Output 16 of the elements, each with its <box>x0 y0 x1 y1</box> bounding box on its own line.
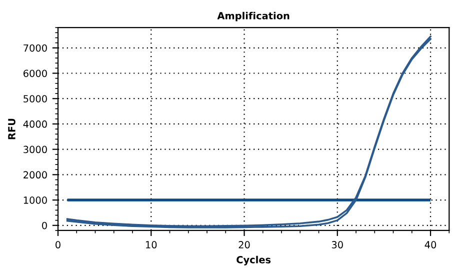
y-tick-label: 6000 <box>24 70 47 78</box>
x-tick-label: 40 <box>424 241 436 248</box>
y-tick-label: 5000 <box>24 95 47 102</box>
x-tick-label: 10 <box>146 241 157 248</box>
x-axis-title: Cycles <box>236 256 271 266</box>
y-tick-label: 4000 <box>23 120 47 128</box>
y-tick-label: 0 <box>42 222 47 230</box>
x-tick-label: 30 <box>332 241 343 248</box>
x-tick-label: 20 <box>238 241 250 248</box>
x-tick-label: 0 <box>56 241 60 248</box>
y-tick-label: 3000 <box>24 146 47 154</box>
chart-title: Amplification <box>217 12 290 22</box>
y-tick-label: 7000 <box>24 44 47 52</box>
y-tick-label: 2000 <box>24 171 47 179</box>
y-axis-title: RFU <box>8 118 16 140</box>
y-tick-label: 1000 <box>24 196 47 204</box>
